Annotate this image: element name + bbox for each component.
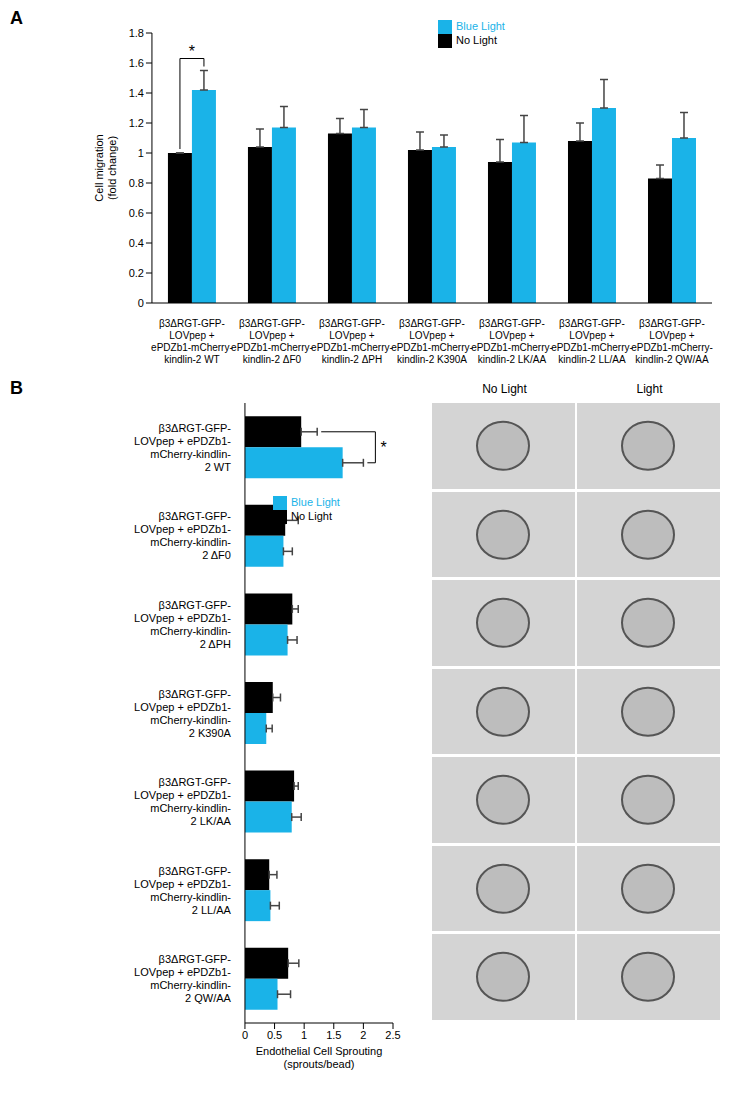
svg-text:β3ΔRGT-GFP-: β3ΔRGT-GFP- [159, 599, 232, 611]
html-text:No Light: No Light [482, 382, 527, 396]
svg-text:Endothelial Cell Sprouting(spr: Endothelial Cell Sprouting(sprouts/bead) [256, 1045, 383, 1070]
svg-text:2 WT: 2 WT [205, 461, 232, 473]
svg-text:LOVpep +: LOVpep + [409, 330, 454, 341]
svg-text:LOVpep + ePDZb1-: LOVpep + ePDZb1- [134, 523, 231, 535]
svg-text:LOVpep + ePDZb1-: LOVpep + ePDZb1- [134, 966, 231, 978]
svg-text:ePDZb1-mCherry-: ePDZb1-mCherry- [551, 342, 633, 353]
svg-text:2 ΔF0: 2 ΔF0 [202, 549, 231, 561]
svg-text:LOVpep + ePDZb1-: LOVpep + ePDZb1- [134, 878, 231, 890]
svg-text:β3ΔRGT-GFP-: β3ΔRGT-GFP- [159, 776, 232, 788]
svg-text:ePDZb1-mCherry-: ePDZb1-mCherry- [311, 342, 393, 353]
svg-text:LOVpep +: LOVpep + [329, 330, 374, 341]
svg-text:β3ΔRGT-GFP-: β3ΔRGT-GFP- [319, 318, 385, 329]
svg-text:1.6: 1.6 [129, 57, 144, 69]
svg-text:mCherry-kindlin-: mCherry-kindlin- [150, 802, 231, 814]
svg-text:β3ΔRGT-GFP-: β3ΔRGT-GFP- [559, 318, 625, 329]
html-text:Light: Light [636, 382, 663, 396]
svg-text:kindlin-2 LL/AA: kindlin-2 LL/AA [558, 354, 626, 365]
svg-text:ePDZb1-mCherry-: ePDZb1-mCherry- [471, 342, 553, 353]
svg-text:mCherry-kindlin-: mCherry-kindlin- [150, 625, 231, 637]
svg-text:LOVpep + ePDZb1-: LOVpep + ePDZb1- [134, 789, 231, 801]
svg-text:kindlin-2 ΔPH: kindlin-2 ΔPH [322, 354, 383, 365]
svg-text:*: * [380, 439, 386, 456]
svg-text:kindlin-2 ΔF0: kindlin-2 ΔF0 [243, 354, 302, 365]
svg-text:kindlin-2 K390A: kindlin-2 K390A [397, 354, 467, 365]
svg-text:ePDZb1-mCherry-: ePDZb1-mCherry- [391, 342, 473, 353]
svg-text:β3ΔRGT-GFP-: β3ΔRGT-GFP- [399, 318, 465, 329]
html-text:Blue Light: Blue Light [291, 496, 340, 508]
svg-text:0.8: 0.8 [129, 177, 144, 189]
svg-text:LOVpep +: LOVpep + [249, 330, 294, 341]
svg-text:0.4: 0.4 [129, 237, 144, 249]
svg-text:kindlin-2 QW/AA: kindlin-2 QW/AA [635, 354, 709, 365]
svg-text:1: 1 [138, 147, 144, 159]
svg-text:mCherry-kindlin-: mCherry-kindlin- [150, 536, 231, 548]
svg-text:ePDZb1-mCherry-: ePDZb1-mCherry- [151, 342, 233, 353]
svg-text:LOVpep + ePDZb1-: LOVpep + ePDZb1- [134, 612, 231, 624]
html-text:No Light: No Light [456, 34, 497, 47]
svg-text:mCherry-kindlin-: mCherry-kindlin- [150, 891, 231, 903]
svg-text:0.6: 0.6 [129, 207, 144, 219]
svg-text:1.4: 1.4 [129, 87, 144, 99]
svg-text:2 LK/AA: 2 LK/AA [191, 815, 232, 827]
svg-text:ePDZb1-mCherry-: ePDZb1-mCherry- [631, 342, 713, 353]
svg-text:0.5: 0.5 [267, 1029, 282, 1041]
svg-text:Cell migration(fold change): Cell migration(fold change) [93, 134, 118, 201]
svg-text:mCherry-kindlin-: mCherry-kindlin- [150, 979, 231, 991]
svg-text:β3ΔRGT-GFP-: β3ΔRGT-GFP- [159, 688, 232, 700]
svg-text:β3ΔRGT-GFP-: β3ΔRGT-GFP- [159, 318, 225, 329]
svg-text:0.2: 0.2 [129, 267, 144, 279]
svg-text:1.2: 1.2 [129, 117, 144, 129]
svg-text:2 QW/AA: 2 QW/AA [185, 992, 232, 1004]
svg-text:LOVpep +: LOVpep + [489, 330, 534, 341]
svg-text:LOVpep +: LOVpep + [169, 330, 214, 341]
svg-text:0: 0 [242, 1029, 248, 1041]
svg-text:ePDZb1-mCherry-: ePDZb1-mCherry- [231, 342, 313, 353]
svg-text:LOVpep +: LOVpep + [569, 330, 614, 341]
svg-text:LOVpep + ePDZb1-: LOVpep + ePDZb1- [134, 701, 231, 713]
svg-text:β3ΔRGT-GFP-: β3ΔRGT-GFP- [479, 318, 545, 329]
svg-text:β3ΔRGT-GFP-: β3ΔRGT-GFP- [159, 510, 232, 522]
svg-text:β3ΔRGT-GFP-: β3ΔRGT-GFP- [239, 318, 305, 329]
svg-text:2: 2 [360, 1029, 366, 1041]
svg-text:β3ΔRGT-GFP-: β3ΔRGT-GFP- [159, 865, 232, 877]
svg-text:1.8: 1.8 [129, 27, 144, 39]
svg-text:mCherry-kindlin-: mCherry-kindlin- [150, 448, 231, 460]
svg-text:1.5: 1.5 [326, 1029, 341, 1041]
svg-text:2 LL/AA: 2 LL/AA [192, 904, 232, 916]
svg-text:1: 1 [301, 1029, 307, 1041]
svg-text:kindlin-2 WT: kindlin-2 WT [164, 354, 220, 365]
svg-text:β3ΔRGT-GFP-: β3ΔRGT-GFP- [639, 318, 705, 329]
svg-text:kindlin-2 LK/AA: kindlin-2 LK/AA [478, 354, 547, 365]
svg-text:2 ΔPH: 2 ΔPH [200, 638, 231, 650]
svg-text:*: * [189, 43, 195, 60]
svg-text:0: 0 [138, 297, 144, 309]
html-text:A: A [10, 8, 23, 28]
svg-text:β3ΔRGT-GFP-: β3ΔRGT-GFP- [159, 953, 232, 965]
svg-text:LOVpep + ePDZb1-: LOVpep + ePDZb1- [134, 435, 231, 447]
svg-text:β3ΔRGT-GFP-: β3ΔRGT-GFP- [159, 422, 232, 434]
html-text:B: B [10, 378, 23, 398]
svg-text:mCherry-kindlin-: mCherry-kindlin- [150, 714, 231, 726]
svg-text:2 K390A: 2 K390A [189, 727, 232, 739]
svg-text:2.5: 2.5 [385, 1029, 400, 1041]
svg-text:LOVpep +: LOVpep + [649, 330, 694, 341]
html-text:No Light: No Light [291, 510, 332, 523]
html-text:Blue Light: Blue Light [456, 20, 505, 32]
